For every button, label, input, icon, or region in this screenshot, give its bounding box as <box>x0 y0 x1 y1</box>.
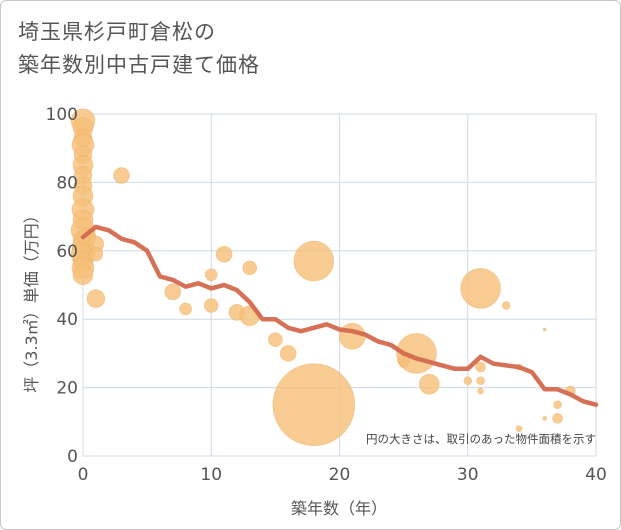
data-bubble <box>542 327 547 332</box>
y-tick-label: 60 <box>56 242 78 262</box>
data-bubble <box>204 268 218 282</box>
bubble-size-note: 円の大きさは、取引のあった物件面積を示す <box>366 432 596 446</box>
y-tick-label: 80 <box>56 173 78 193</box>
y-tick-label: 40 <box>56 310 78 330</box>
x-tick-label: 10 <box>200 465 222 485</box>
y-tick-label: 20 <box>56 379 78 399</box>
data-bubble <box>460 268 501 309</box>
data-bubble <box>215 245 233 263</box>
y-tick-label: 100 <box>46 105 78 125</box>
x-tick-label: 20 <box>329 465 351 485</box>
average-price-polyline <box>80 224 599 407</box>
data-bubble <box>477 387 484 395</box>
bubble-series <box>70 108 576 447</box>
data-bubble <box>179 302 192 316</box>
data-bubble <box>515 425 523 432</box>
data-bubble <box>88 246 104 262</box>
data-bubble <box>242 260 258 276</box>
data-bubble <box>164 283 182 301</box>
data-bubble <box>72 264 94 286</box>
chart-title-line-1: 埼玉県杉戸町倉松の <box>18 20 216 44</box>
data-bubble <box>475 361 486 373</box>
x-axis-title: 築年数（年） <box>291 499 387 518</box>
data-bubble <box>418 373 440 395</box>
data-bubble <box>552 413 563 424</box>
x-tick-label: 30 <box>457 465 479 485</box>
average-price-line <box>80 224 599 407</box>
chart-title: 埼玉県杉戸町倉松の 築年数別中古戸建て価格 <box>18 16 260 82</box>
x-tick-label: 40 <box>585 465 607 485</box>
axis-tick-labels: 0 10 20 30 40 0 20 40 60 80 100 <box>46 105 607 485</box>
data-bubble <box>268 332 283 348</box>
chart-title-line-2: 築年数別中古戸建て価格 <box>18 53 260 77</box>
data-bubble <box>293 240 335 282</box>
data-bubble <box>501 301 511 310</box>
data-bubble <box>553 400 562 410</box>
data-bubble <box>463 376 473 386</box>
y-tick-label: 0 <box>67 447 78 467</box>
data-bubble <box>86 289 106 308</box>
data-bubble <box>203 298 219 313</box>
data-bubble <box>279 345 297 362</box>
data-bubble <box>113 167 130 184</box>
data-bubble <box>542 416 548 421</box>
data-bubble <box>339 322 366 350</box>
x-tick-label: 0 <box>78 465 89 485</box>
data-bubble <box>476 376 485 386</box>
data-bubble <box>272 363 356 447</box>
y-axis-title: 坪（3.3㎡）単価（万円） <box>22 207 41 392</box>
